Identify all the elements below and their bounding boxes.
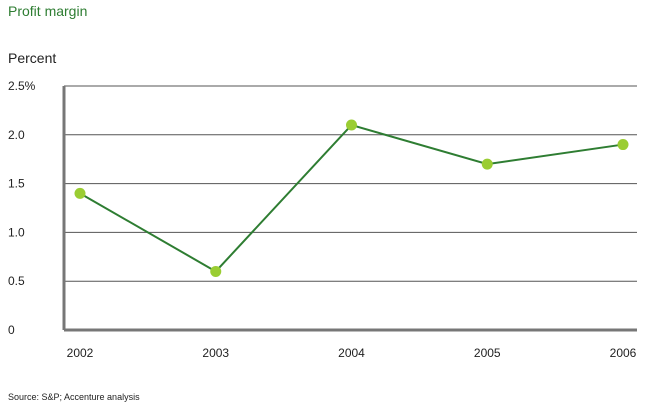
source-note: Source: S&P; Accenture analysis	[8, 392, 140, 402]
y-tick-label: 2.0	[8, 128, 25, 142]
x-tick-label: 2003	[202, 346, 229, 360]
data-point	[617, 139, 629, 151]
y-tick-label: 1.5	[8, 177, 25, 191]
data-point	[210, 265, 222, 277]
grid-layer	[64, 85, 637, 282]
x-tick-label: 2004	[338, 346, 365, 360]
x-tick-label: 2006	[610, 346, 637, 360]
chart-title: Profit margin	[8, 3, 88, 19]
y-tick-label: 0.5	[8, 274, 25, 288]
series-line	[79, 123, 624, 273]
data-point	[74, 187, 86, 199]
y-tick-label: 0	[8, 323, 15, 337]
y-tick-label: 1.0	[8, 225, 25, 239]
data-point	[346, 119, 357, 131]
series-layer	[74, 119, 629, 277]
x-tick-label: 2002	[67, 346, 94, 360]
y-tick-labels: 0 0.5 1.0 1.5 2.0 2.5%	[8, 79, 36, 337]
x-tick-labels: 2002 2003 2004 2005 2006	[67, 346, 637, 360]
y-tick-label: 2.5%	[8, 79, 36, 93]
x-tick-label: 2005	[474, 346, 501, 360]
y-axis-label: Percent	[8, 50, 57, 66]
data-point	[481, 158, 493, 170]
axis-layer	[62, 86, 637, 332]
